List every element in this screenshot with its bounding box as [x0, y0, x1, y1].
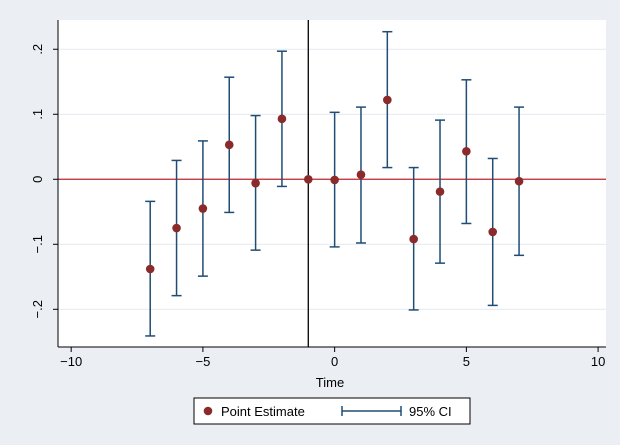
y-tick-label-0: −.2: [30, 300, 45, 318]
x-tick-label-2: 0: [331, 354, 338, 369]
point-estimate-4: [251, 178, 260, 188]
point-estimate-8: [356, 170, 366, 180]
y-tick-label-2: 0: [30, 176, 45, 183]
x-axis-label: Time: [316, 375, 344, 390]
point-estimate-10: [409, 234, 418, 244]
point-estimate-1: [172, 223, 181, 233]
point-estimate-5: [277, 114, 287, 124]
legend-point-marker: [203, 406, 213, 416]
x-tick-label-1: −5: [195, 354, 210, 369]
point-estimate-6: [303, 174, 313, 184]
point-estimate-2: [198, 204, 208, 213]
x-tick-label-0: −10: [60, 354, 82, 369]
point-estimate-12: [462, 147, 471, 156]
point-estimate-13: [488, 227, 498, 237]
point-estimate-0: [145, 264, 155, 274]
legend-label-point-estimate: Point Estimate: [221, 404, 305, 419]
legend-box: [193, 397, 471, 425]
y-tick-label-3: .1: [30, 109, 45, 120]
axes: −10 −5 0 5 10 −.2 −.1 0 .1 .2: [30, 20, 606, 369]
point-estimate-7: [330, 175, 339, 185]
y-tick-label-1: −.1: [30, 235, 45, 253]
point-estimate-series: [145, 95, 524, 274]
legend-label-ci: 95% CI: [409, 404, 452, 419]
point-estimate-9: [383, 95, 392, 105]
point-estimate-3: [224, 140, 234, 150]
x-tick-label-3: 5: [463, 354, 470, 369]
point-estimate-14: [514, 176, 524, 186]
legend: Point Estimate 95% CI: [193, 397, 471, 425]
point-estimate-11: [435, 187, 445, 196]
y-tick-label-4: .2: [30, 44, 45, 55]
plot-area: [58, 20, 606, 347]
x-tick-label-4: 10: [591, 354, 605, 369]
